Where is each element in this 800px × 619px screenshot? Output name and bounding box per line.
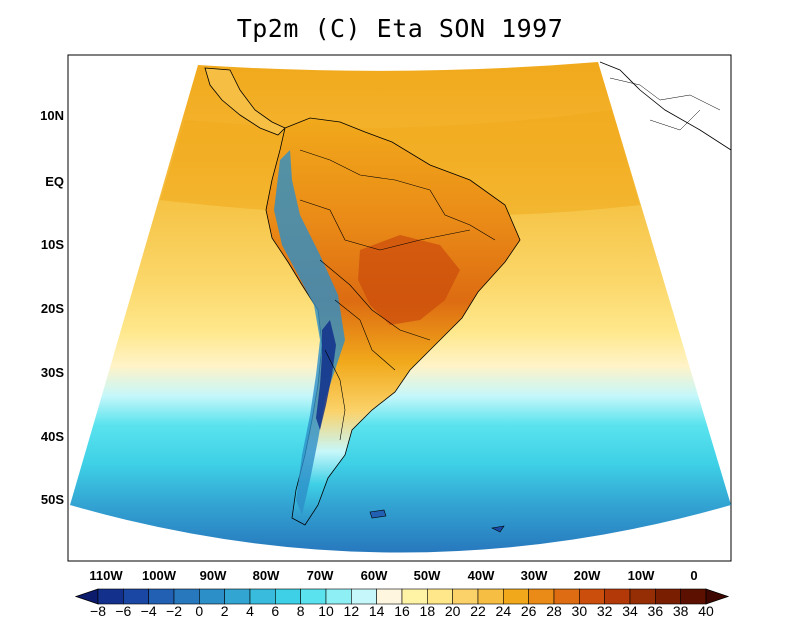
lon-label-20w: 20W: [573, 568, 601, 583]
colorbar-tick-label: 14: [368, 603, 385, 619]
colorbar-tick-label: 10: [318, 603, 334, 619]
colorbar-tick-label: −4: [140, 603, 157, 619]
colorbar-swatch: [604, 588, 631, 605]
lon-label-80w: 80W: [252, 568, 280, 583]
colorbar-swatch: [427, 588, 453, 605]
colorbar-swatch: [553, 588, 580, 605]
central-america-land: [204, 67, 286, 136]
colorbar-tick-label: 12: [343, 603, 360, 619]
lat-label-eq: EQ: [45, 174, 64, 189]
colorbar-tick-label: 28: [546, 603, 562, 619]
lat-label-50s: 50S: [40, 492, 64, 507]
lon-label-110w: 110W: [89, 568, 123, 583]
lon-label-0: 0: [690, 568, 698, 583]
falkland-islands: [369, 509, 387, 519]
africa-outline: [599, 61, 732, 151]
colorbar-swatch: [97, 588, 124, 605]
colorbar-tick-label: 22: [470, 603, 486, 619]
colorbar-swatch: [300, 588, 327, 605]
lon-label-90w: 90W: [199, 568, 227, 583]
colorbar-tick-label: 26: [520, 603, 537, 619]
lat-label-20s: 20S: [40, 301, 64, 316]
colorbar: [74, 588, 730, 605]
colorbar-tick-label: 18: [419, 603, 436, 619]
colorbar-swatch: [452, 588, 479, 605]
colorbar-swatch: [173, 588, 200, 605]
map-title: Tp2m (C) Eta SON 1997: [236, 14, 564, 43]
lon-label-70w: 70W: [306, 568, 334, 583]
lon-label-100w: 100W: [142, 568, 176, 583]
colorbar-tick-label: 6: [271, 603, 280, 619]
colorbar-tick-label: −2: [166, 603, 182, 619]
lat-label-10s: 10S: [40, 237, 64, 252]
colorbar-tick-label: 30: [571, 603, 588, 619]
colorbar-tick-label: 2: [220, 603, 229, 619]
colorbar-swatch: [148, 588, 175, 605]
lon-label-40w: 40W: [467, 568, 495, 583]
colorbar-tick-label: 36: [647, 603, 664, 619]
colorbar-swatch: [224, 588, 251, 605]
colorbar-swatch: [199, 588, 225, 605]
colorbar-tick-label: 16: [394, 603, 410, 619]
lat-label-30s: 30S: [40, 365, 64, 380]
andes-cold-strip: [274, 150, 345, 515]
lon-label-60w: 60W: [360, 568, 388, 583]
south-georgia: [491, 525, 505, 533]
africa-borders: [609, 77, 721, 131]
colorbar-tick-label: 34: [622, 603, 638, 619]
colorbar-swatch: [123, 588, 149, 605]
colorbar-swatch: [629, 588, 656, 605]
colorbar-tick-label: −8: [90, 603, 106, 619]
lon-label-50w: 50W: [413, 568, 441, 583]
colorbar-swatch: [655, 588, 681, 605]
colorbar-swatch: [503, 588, 529, 605]
brazil-hot-region: [358, 235, 460, 325]
colorbar-tick-label: −6: [115, 603, 132, 619]
colorbar-swatch: [249, 588, 276, 605]
colorbar-swatch: [401, 588, 428, 605]
colorbar-swatch: [275, 588, 301, 605]
colorbar-tick-label: 4: [246, 603, 254, 619]
colorbar-swatch: [325, 588, 352, 605]
colorbar-swatch: [579, 588, 605, 605]
colorbar-swatch: [477, 588, 504, 605]
colorbar-tick-label: 40: [698, 603, 714, 619]
country-borders: [299, 149, 496, 441]
colorbar-swatch: [680, 588, 707, 605]
colorbar-swatch: [528, 588, 555, 605]
colorbar-tick-label: 8: [296, 603, 305, 619]
lon-label-30w: 30W: [520, 568, 548, 583]
andes-core: [316, 320, 336, 430]
colorbar-tick-label: 20: [444, 603, 461, 619]
colorbar-tick-label: 24: [495, 603, 512, 619]
colorbar-tick-label: 0: [195, 603, 204, 619]
colorbar-tick-label: 32: [596, 603, 613, 619]
lat-label-40s: 40S: [40, 429, 64, 444]
colorbar-swatch: [351, 588, 377, 605]
colorbar-arrow-right: [705, 588, 730, 605]
colorbar-arrow-left: [74, 588, 99, 605]
lat-label-10n: 10N: [40, 108, 64, 123]
lon-label-10w: 10W: [627, 568, 655, 583]
colorbar-tick-label: 38: [672, 603, 689, 619]
colorbar-swatch: [376, 588, 403, 605]
